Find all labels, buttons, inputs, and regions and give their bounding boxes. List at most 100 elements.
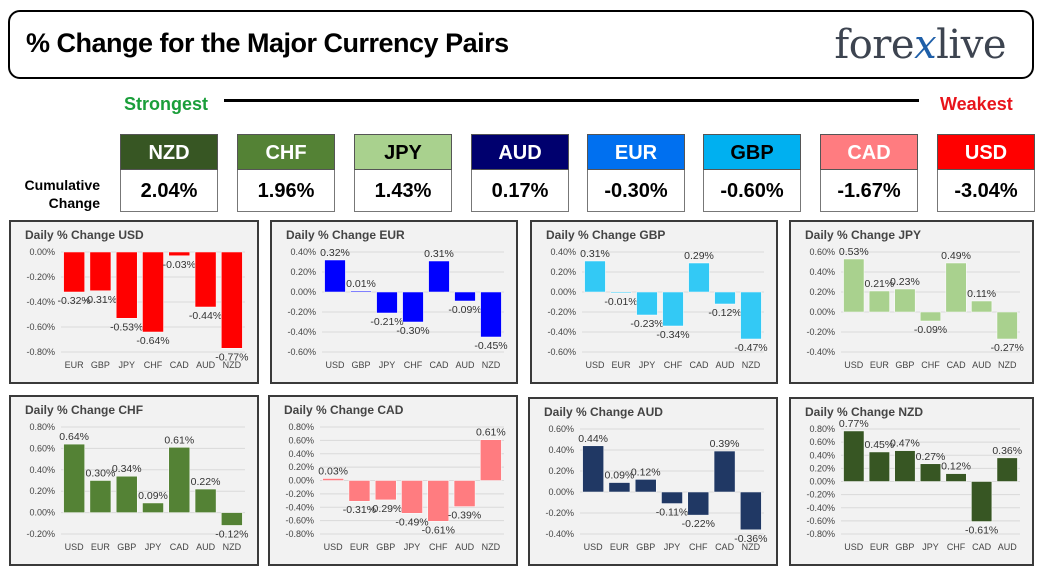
- data-label: 0.01%: [346, 278, 376, 290]
- y-tick-label: -0.60%: [285, 516, 314, 526]
- cumulative-change-value: -1.67%: [820, 170, 918, 212]
- bar-chf: [142, 251, 164, 333]
- x-tick-label: JPY: [118, 360, 135, 370]
- y-tick-label: 0.60%: [288, 435, 314, 445]
- x-tick-label: CAD: [689, 360, 709, 370]
- bar-gbp: [374, 480, 397, 501]
- x-tick-label: JPY: [922, 542, 939, 552]
- x-tick-label: EUR: [91, 542, 111, 552]
- currency-code: EUR: [587, 134, 685, 170]
- bar-cad: [713, 450, 736, 493]
- x-tick-label: NZD: [482, 542, 501, 552]
- data-label: -0.01%: [604, 296, 637, 308]
- currency-box-jpy: JPY 1.43%: [354, 134, 452, 212]
- bar-nzd: [480, 291, 502, 338]
- bar-nzd: [740, 491, 762, 531]
- data-label: -0.64%: [136, 335, 169, 347]
- bar-jpy: [636, 291, 658, 316]
- currency-box-usd: USD -3.04%: [937, 134, 1035, 212]
- x-tick-label: EUR: [610, 542, 630, 552]
- y-tick-label: -0.20%: [287, 307, 316, 317]
- bar-cad: [688, 262, 710, 293]
- data-label: -0.29%: [369, 503, 402, 515]
- currency-code: CHF: [237, 134, 335, 170]
- data-label: 0.32%: [320, 247, 350, 259]
- data-label: 0.31%: [580, 248, 610, 260]
- data-label: 0.44%: [578, 433, 608, 445]
- y-tick-label: 0.00%: [548, 487, 574, 497]
- x-tick-label: EUR: [870, 542, 890, 552]
- bar-eur: [868, 290, 890, 313]
- bar-chf: [920, 311, 941, 322]
- currency-code: GBP: [703, 134, 801, 170]
- x-tick-label: USD: [325, 360, 345, 370]
- data-label: 0.03%: [318, 465, 348, 477]
- data-label: -0.12%: [708, 307, 741, 319]
- y-tick-label: 0.40%: [290, 247, 316, 257]
- x-tick-label: USD: [844, 542, 864, 552]
- data-label: -0.61%: [422, 524, 455, 536]
- bar-eur: [608, 482, 631, 493]
- cumulative-change-value: -3.04%: [937, 170, 1035, 212]
- y-tick-label: 0.00%: [809, 307, 835, 317]
- y-tick-label: 0.40%: [809, 267, 835, 277]
- y-tick-label: 0.00%: [809, 477, 835, 487]
- x-tick-label: CAD: [170, 542, 190, 552]
- y-tick-label: -0.40%: [545, 529, 574, 539]
- data-label: 0.09%: [138, 490, 168, 502]
- currency-box-aud: AUD 0.17%: [471, 134, 569, 212]
- data-label: -0.12%: [215, 528, 248, 540]
- bar-cad: [168, 447, 191, 513]
- data-label: 0.30%: [86, 468, 116, 480]
- y-tick-label: 0.40%: [550, 247, 576, 257]
- bar-aud: [194, 488, 217, 513]
- y-tick-label: 0.80%: [809, 424, 835, 434]
- chart-title: Daily % Change AUD: [544, 405, 663, 419]
- bar-usd: [322, 478, 344, 481]
- logo-part-2: live: [936, 22, 1006, 68]
- data-label: -0.31%: [84, 294, 117, 306]
- bar-gbp: [894, 450, 916, 482]
- y-tick-label: 0.60%: [809, 247, 835, 257]
- y-tick-label: 0.00%: [29, 508, 55, 518]
- data-label: -0.23%: [630, 318, 663, 330]
- data-label: -0.03%: [163, 259, 196, 271]
- bar-gbp: [115, 475, 138, 513]
- bar-cad: [945, 262, 967, 313]
- chart-title: Daily % Change NZD: [805, 405, 924, 419]
- x-tick-label: AUD: [715, 360, 735, 370]
- data-label: 0.09%: [605, 470, 635, 482]
- cumulative-change-value: 2.04%: [120, 170, 218, 212]
- x-tick-label: NZD: [223, 542, 242, 552]
- data-label: -0.39%: [448, 510, 481, 522]
- chart-title: Daily % Change JPY: [805, 228, 922, 242]
- strongest-label: Strongest: [124, 94, 209, 114]
- x-tick-label: USD: [585, 360, 605, 370]
- chart-title: Daily % Change EUR: [286, 228, 405, 242]
- y-tick-label: -0.60%: [806, 516, 835, 526]
- chart-panel-cad: 0.80% 0.60% 0.40% 0.20% 0.00% -0.20% -0.40% -0.…: [268, 395, 518, 566]
- data-label: -0.77%: [215, 351, 248, 363]
- data-label: -0.47%: [734, 342, 767, 354]
- chart-panel-aud: 0.60% 0.40% 0.20% 0.00% -0.20% -0.40% 0.44% USD…: [528, 397, 778, 566]
- chart-title: Daily % Change USD: [25, 228, 144, 242]
- data-label: 0.11%: [967, 288, 996, 300]
- x-tick-label: JPY: [404, 542, 421, 552]
- data-label: 0.27%: [916, 451, 946, 463]
- bar-cad: [428, 260, 450, 293]
- data-label: -0.22%: [682, 518, 715, 530]
- data-label: -0.11%: [656, 507, 689, 519]
- data-label: 0.61%: [476, 427, 506, 439]
- cumulative-label-line2: Change: [48, 195, 100, 211]
- currency-box-cad: CAD -1.67%: [820, 134, 918, 212]
- x-tick-label: NZD: [742, 360, 761, 370]
- bar-chf: [427, 480, 450, 522]
- bar-chf: [402, 291, 424, 323]
- cumulative-change-value: -0.30%: [587, 170, 685, 212]
- bar-chart: 0.40% 0.20% 0.00% -0.20% -0.40% -0.60% 0.32% US…: [287, 247, 507, 370]
- y-tick-label: 0.00%: [29, 247, 55, 257]
- y-tick-label: -0.40%: [285, 502, 314, 512]
- data-label: -0.09%: [448, 304, 481, 316]
- x-tick-label: AUD: [972, 360, 992, 370]
- y-tick-label: -0.20%: [806, 327, 835, 337]
